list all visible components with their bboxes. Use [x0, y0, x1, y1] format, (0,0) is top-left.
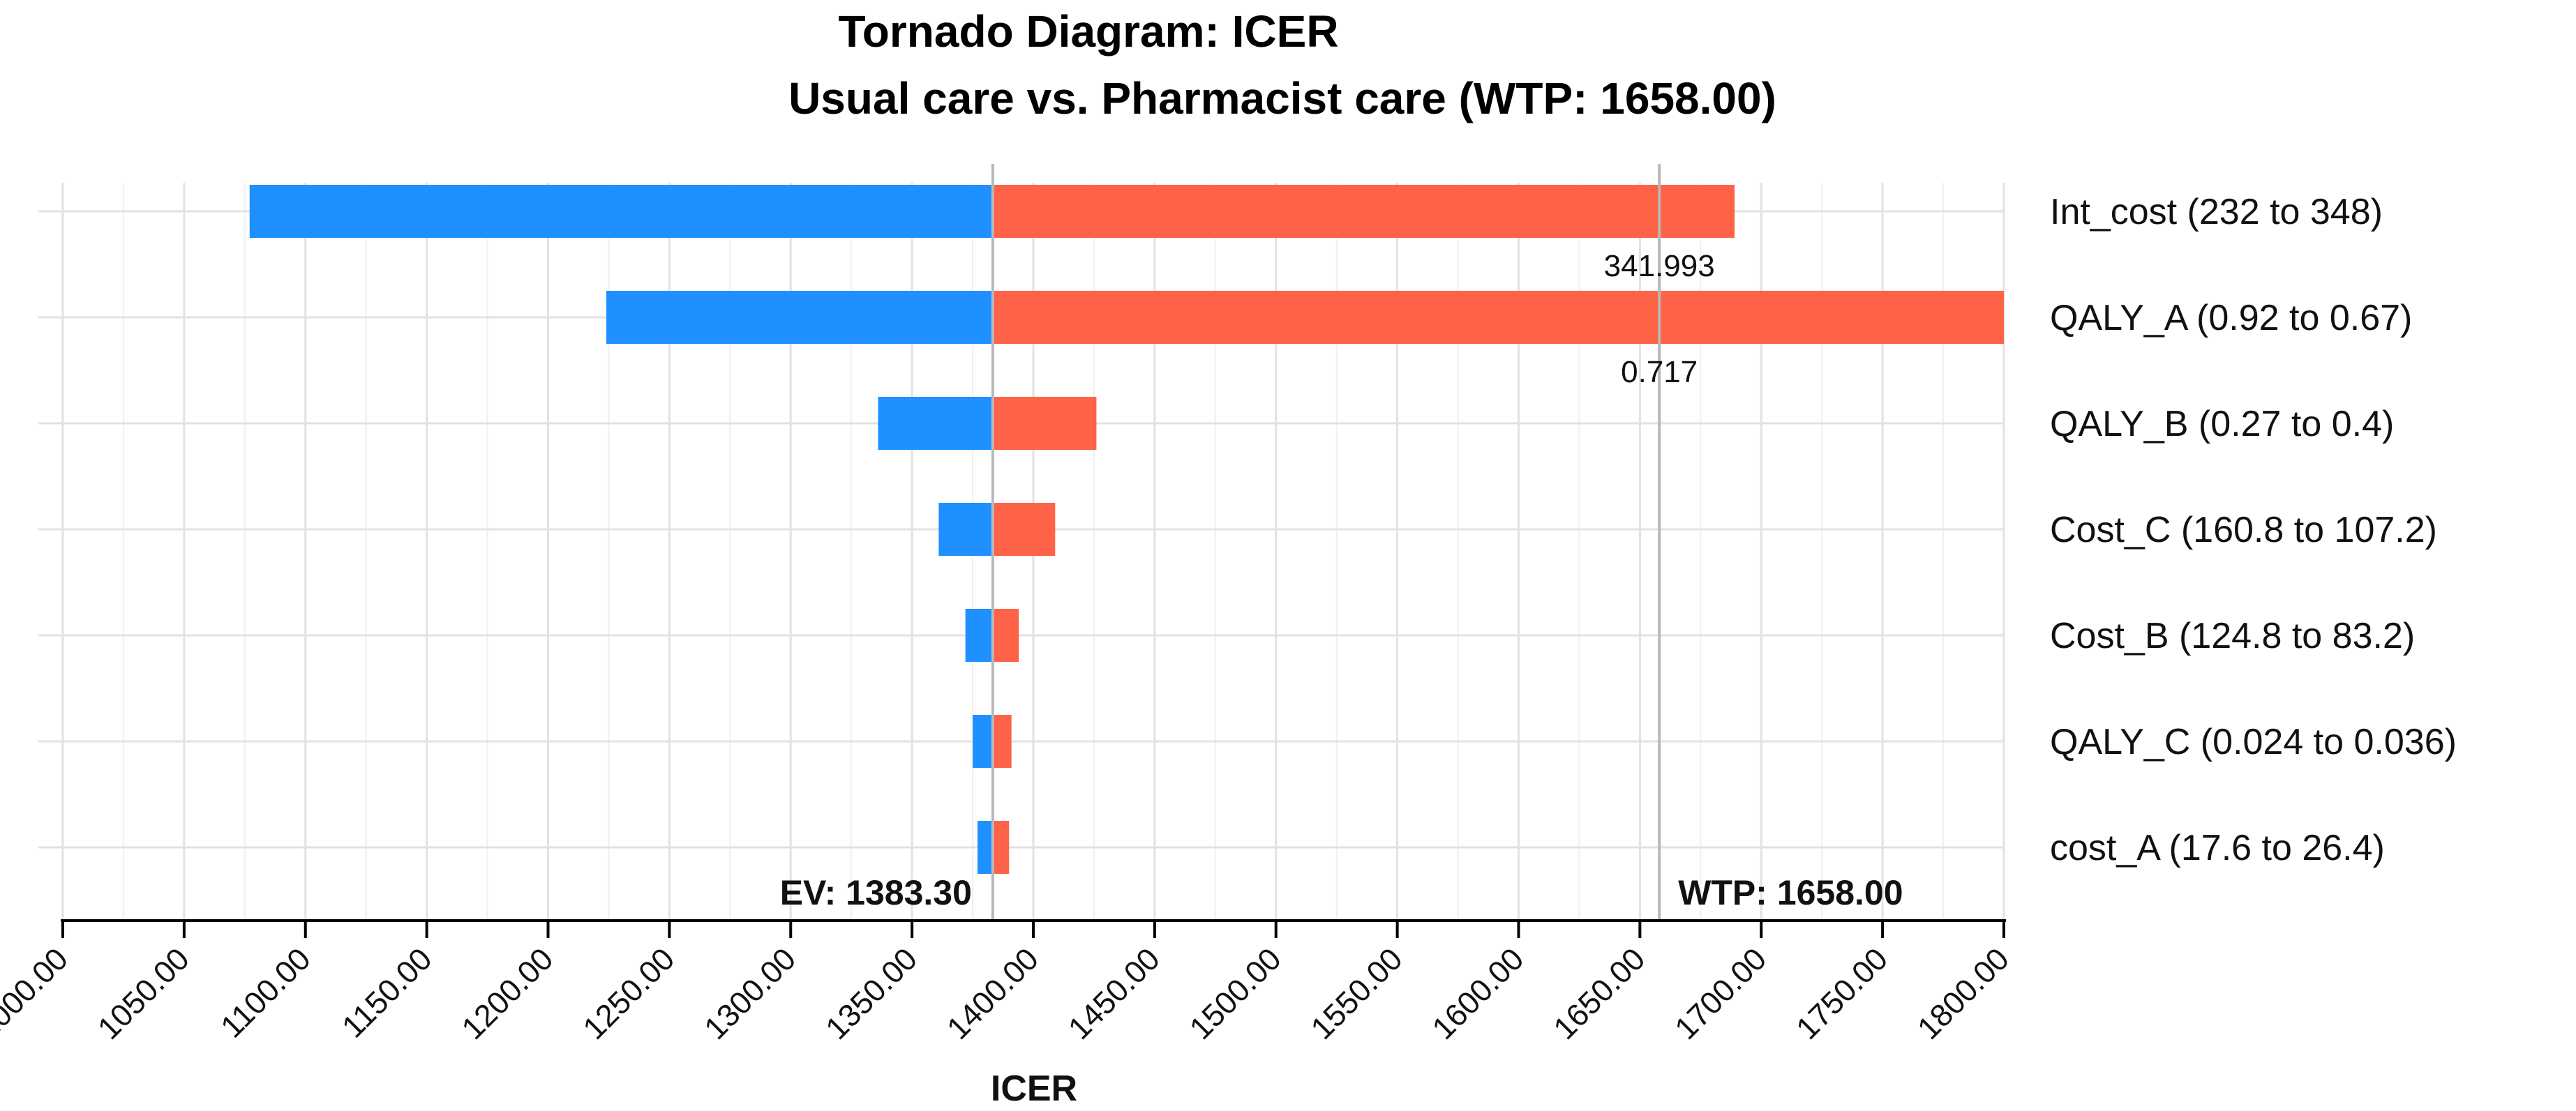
x-tick-label: 1650.00	[1546, 941, 1652, 1046]
chart-title: Tornado Diagram: ICER	[838, 6, 1338, 56]
bar-low	[938, 503, 993, 556]
bar-annotations: 341.993 0.717	[1604, 249, 1715, 389]
bar-annotation: 341.993	[1604, 249, 1715, 283]
x-axis: 1000.00 1050.00 1100.00 1150.00 1200.00 1250.…	[0, 919, 2016, 1046]
x-tick-label: 1450.00	[1061, 941, 1167, 1046]
bar-high	[992, 185, 1735, 238]
x-tick-label: 1800.00	[1910, 941, 2016, 1046]
x-tick-label: 1100.00	[214, 941, 317, 1045]
category-label: Int_cost (232 to 348)	[2050, 192, 2383, 232]
category-label: Cost_B (124.8 to 83.2)	[2050, 616, 2415, 656]
bar-low	[606, 291, 993, 344]
category-label: QALY_B (0.27 to 0.4)	[2050, 404, 2394, 444]
x-tick-label: 1000.00	[0, 941, 75, 1046]
bars-group	[249, 185, 2004, 874]
category-labels: Int_cost (232 to 348) QALY_A (0.92 to 0.6…	[2050, 192, 2457, 868]
x-tick-label: 1750.00	[1789, 941, 1894, 1046]
bar-low	[878, 397, 993, 450]
reference-lines: EV: 1383.30 WTP: 1658.00	[780, 164, 1903, 921]
bar-high	[992, 715, 1012, 768]
x-tick-label: 1250.00	[576, 941, 681, 1046]
bar-annotation: 0.717	[1621, 355, 1698, 389]
wtp-label: WTP: 1658.00	[1678, 873, 1903, 912]
category-label: QALY_A (0.92 to 0.67)	[2050, 298, 2412, 338]
bar-high	[992, 397, 1097, 450]
category-label: cost_A (17.6 to 26.4)	[2050, 828, 2385, 868]
chart-subtitle: Usual care vs. Pharmacist care (WTP: 165…	[788, 73, 1776, 123]
bar-low	[978, 821, 993, 874]
x-tick-label: 1500.00	[1183, 941, 1288, 1046]
x-tick-label: 1400.00	[940, 941, 1045, 1046]
category-label: Cost_C (160.8 to 107.2)	[2050, 510, 2437, 550]
category-label: QALY_C (0.024 to 0.036)	[2050, 722, 2457, 762]
bar-low	[249, 185, 993, 238]
x-tick-label: 1300.00	[697, 941, 802, 1046]
bar-low	[965, 609, 993, 662]
x-tick-label: 1350.00	[818, 941, 924, 1046]
x-tick-label: 1050.00	[91, 941, 196, 1046]
x-tick-label: 1200.00	[454, 941, 560, 1046]
bar-high	[992, 821, 1010, 874]
bar-low	[973, 715, 993, 768]
ev-label: EV: 1383.30	[780, 873, 972, 912]
x-tick-label: 1150.00	[335, 941, 439, 1045]
bar-high	[992, 503, 1056, 556]
x-tick-label: 1550.00	[1304, 941, 1409, 1046]
x-tick-label: 1600.00	[1425, 941, 1530, 1046]
x-axis-title: ICER	[991, 1068, 1077, 1109]
x-tick-label: 1700.00	[1668, 941, 1773, 1046]
bar-high	[992, 609, 1019, 662]
bar-high	[992, 291, 2004, 344]
